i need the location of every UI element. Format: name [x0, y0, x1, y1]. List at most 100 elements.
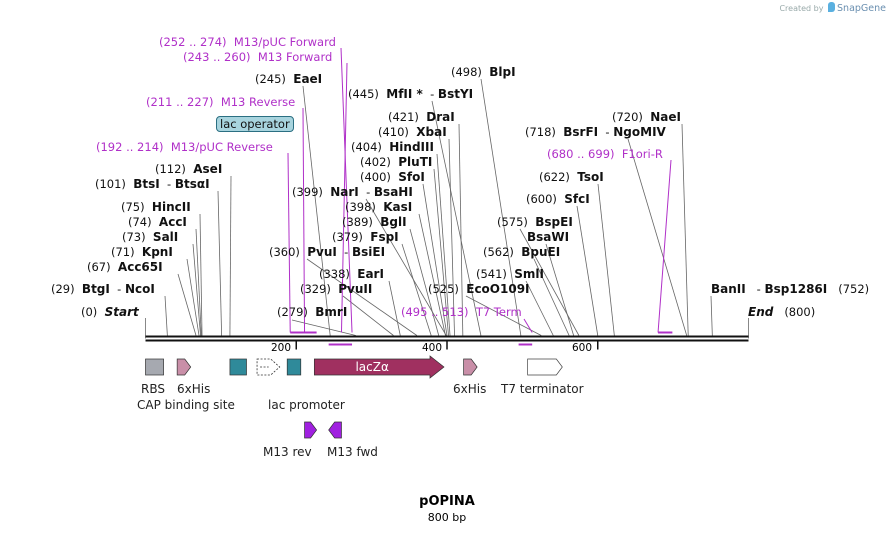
site-connector-17 [422, 183, 448, 336]
site-connector-24 [465, 295, 542, 336]
site-connector-11 [388, 280, 401, 336]
site-smli[interactable]: (541) SmlI [476, 267, 544, 281]
site-connector-18 [433, 168, 449, 336]
site-pvui-bsiei[interactable]: (360) PvuI - BsiEI [269, 245, 386, 259]
primer-f1ori-r[interactable]: (680 .. 699) F1ori-R [547, 147, 663, 161]
feature-t7-terminator-7 [527, 358, 563, 376]
site-connector-33 [710, 295, 713, 336]
lac-operator-badge[interactable]: lac operator [216, 116, 294, 132]
site-connector-6 [217, 190, 223, 336]
snapgene-logo-icon [828, 2, 836, 12]
site-connector-12 [306, 258, 418, 336]
site-mfli-bstyi[interactable]: (445) MfII * - BstYI [348, 87, 474, 101]
site-pvuii[interactable]: (329) PvuII [300, 282, 373, 296]
plasmid-size: 800 bp [427, 511, 467, 524]
feature-label-6xhis-b[interactable]: 6xHis [453, 382, 487, 396]
site-connector-1 [177, 273, 197, 336]
primer-connector-2 [302, 107, 306, 333]
site-hincii[interactable]: (75) HincII [121, 200, 191, 214]
primer-m13-forward[interactable]: (243 .. 260) M13 Forward [183, 50, 333, 64]
end-label[interactable]: End (800) [748, 305, 816, 319]
site-blpi[interactable]: (498) BlpI [451, 65, 516, 79]
site-sali[interactable]: (73) SalI [122, 230, 179, 244]
feature-lacz--5 [313, 355, 445, 379]
site-connector-21 [458, 123, 464, 336]
site-connector-4 [195, 228, 202, 336]
feature-rbs-0 [145, 358, 164, 376]
site-tsoi[interactable]: (622) TsoI [539, 170, 604, 184]
site-connector-9 [291, 319, 356, 336]
site-connector-31 [627, 138, 688, 336]
feature-lac-operator-4 [286, 358, 302, 376]
site-connector-32 [681, 123, 689, 336]
feature-label-rbs[interactable]: RBS [141, 382, 165, 396]
plasmid-title: pOPINA [419, 494, 475, 509]
site-banii-bsp1286i[interactable]: BanII - Bsp1286I (752) [711, 282, 870, 296]
feature-label-cap[interactable]: CAP binding site [137, 398, 235, 412]
site-connector-20 [448, 138, 455, 336]
site-connector-29 [576, 205, 599, 336]
site-btsi-btsai[interactable]: (101) BtsI - BtsαI [95, 177, 210, 191]
primer-t7-term[interactable]: (495 .. 513) T7 Term [401, 305, 522, 319]
site-bsrfi-ngomiv[interactable]: (718) BsrFI - NgoMIV [525, 125, 666, 139]
backbone [145, 335, 749, 350]
site-bgli[interactable]: (389) BglI [342, 215, 407, 229]
site-eari[interactable]: (338) EarI [319, 267, 384, 281]
ruler-tick-600: 600 [572, 342, 593, 354]
feature-label-m13-fwd[interactable]: M13 fwd [327, 445, 378, 459]
primer-m13-reverse[interactable]: (211 .. 227) M13 Reverse [146, 95, 296, 109]
site-connector-28 [519, 228, 580, 336]
site-btgi-ncoi[interactable]: (29) BtgI - NcoI [51, 282, 155, 296]
site-bpuei[interactable]: (562) BpuEI [483, 245, 561, 259]
site-naei[interactable]: (720) NaeI [612, 110, 681, 124]
feature-6xhis-1 [176, 358, 192, 376]
primer-connector-0 [340, 47, 353, 333]
snapgene-name: SnapGene [837, 3, 886, 14]
primer-m13puc-forward[interactable]: (252 .. 274) M13/pUC Forward [159, 35, 336, 49]
site-nari-bsahi[interactable]: (399) NarI - BsaHI [292, 185, 413, 199]
site-connector-14 [409, 228, 440, 336]
site-acci[interactable]: (74) AccI [128, 215, 187, 229]
site-connector-27 [545, 243, 575, 336]
site-connector-19 [436, 153, 451, 336]
start-label[interactable]: (0) Start [81, 305, 139, 319]
site-eaei[interactable]: (245) EaeI [255, 72, 323, 86]
site-bsawi[interactable]: BsaWI [527, 230, 570, 244]
site-bmri[interactable]: (279) BmrI [277, 305, 348, 319]
site-xbai[interactable]: (410) XbaI [378, 125, 447, 139]
site-connector-8 [302, 85, 331, 336]
site-connector-2 [186, 258, 200, 336]
site-kpni[interactable]: (71) KpnI [111, 245, 173, 259]
feature-label-6xhis-a[interactable]: 6xHis [177, 382, 211, 396]
feature-label-lac-promoter[interactable]: lac promoter [268, 398, 345, 412]
site-connector-3 [192, 243, 201, 336]
site-drai[interactable]: (421) DraI [388, 110, 455, 124]
primer-m13puc-reverse[interactable]: (192 .. 214) M13/pUC Reverse [96, 140, 273, 154]
site-connector-7 [229, 175, 232, 336]
created-by-text: Created by [779, 4, 824, 13]
site-asei[interactable]: (112) AseI [155, 162, 223, 176]
feature-label-lacz: lacZα [355, 360, 389, 374]
feature-label-t7-terminator[interactable]: T7 terminator [501, 382, 584, 396]
site-acc65i[interactable]: (67) Acc65I [87, 260, 163, 274]
site-fspi[interactable]: (379) FspI [332, 230, 399, 244]
feature-m13-rev-8 [304, 421, 318, 439]
site-connector-10 [342, 295, 394, 336]
site-ecoo109i[interactable]: (525) EcoO109I [428, 282, 530, 296]
site-pluti[interactable]: (402) PluTI [360, 155, 433, 169]
site-hindiii[interactable]: (404) HindIII [351, 140, 434, 154]
ruler-tick-400: 400 [422, 342, 443, 354]
feature-6xhis-6 [463, 358, 478, 376]
site-kasi[interactable]: (398) KasI [345, 200, 413, 214]
site-bspei[interactable]: (575) BspEI [497, 215, 573, 229]
primer-connector-4 [657, 159, 672, 333]
feature-label-m13-rev[interactable]: M13 rev [263, 445, 312, 459]
site-connector-23 [480, 78, 522, 336]
site-sfoi[interactable]: (400) SfoI [360, 170, 425, 184]
site-sfci[interactable]: (600) SfcI [526, 192, 590, 206]
site-connectors [145, 78, 749, 339]
primer-lines [287, 47, 673, 346]
site-connector-13 [401, 243, 432, 336]
